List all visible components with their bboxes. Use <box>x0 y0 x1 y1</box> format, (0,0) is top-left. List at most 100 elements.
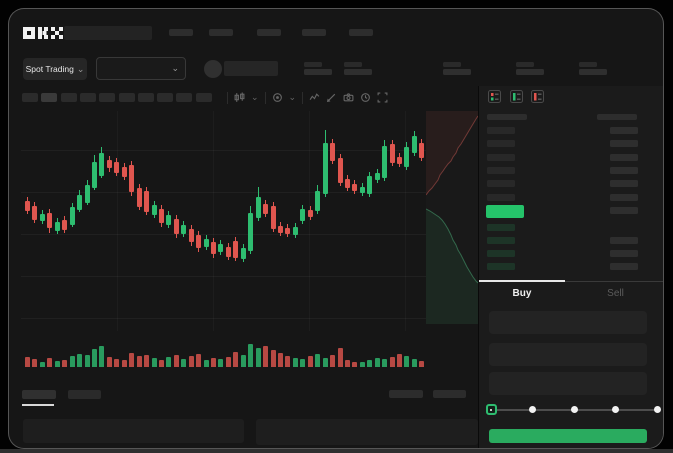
volume-bar <box>47 358 53 367</box>
timeframe-button-placeholder[interactable] <box>157 93 174 102</box>
order-input-placeholder[interactable] <box>489 372 647 395</box>
trade-tabs-divider <box>479 281 663 282</box>
stat-label-placeholder <box>579 62 597 67</box>
candle-body <box>203 239 209 247</box>
slider-stop[interactable] <box>612 406 619 413</box>
pair-selector-dropdown[interactable]: ⌄ <box>96 57 186 80</box>
nav-item-placeholder[interactable] <box>169 29 193 36</box>
candle-body <box>263 204 269 214</box>
candlestick-chart[interactable] <box>21 111 426 331</box>
slider-stop[interactable] <box>653 406 661 413</box>
gridline <box>117 111 118 331</box>
order-book-ask-row[interactable] <box>479 167 663 176</box>
candle-body <box>114 162 120 173</box>
gridline <box>21 192 426 193</box>
candle-body <box>54 222 60 231</box>
bottom-tab-placeholder[interactable] <box>68 390 101 399</box>
chart-tools: ⌄ ⌄ <box>227 90 388 105</box>
timeframe-button-placeholder[interactable] <box>137 93 154 102</box>
volume-bar <box>121 360 127 367</box>
volume-bar <box>367 360 373 367</box>
draw-icon[interactable] <box>326 92 337 103</box>
buy-submit-button[interactable] <box>489 429 647 443</box>
book-combined-icon[interactable] <box>488 90 501 103</box>
chevron-down-icon: ⌄ <box>171 63 179 73</box>
bottom-action-placeholder[interactable] <box>433 390 466 398</box>
chevron-down-icon[interactable]: ⌄ <box>251 92 259 102</box>
candle-body <box>69 207 75 225</box>
volume-bar <box>151 358 157 367</box>
expand-icon[interactable] <box>377 92 388 103</box>
timeframe-button-placeholder[interactable] <box>195 93 212 102</box>
nav-item-placeholder[interactable] <box>257 29 281 36</box>
bottom-panel-placeholder <box>256 419 478 445</box>
volume-bar <box>136 356 142 367</box>
candle-body <box>196 235 202 248</box>
book-asks-icon[interactable] <box>531 90 544 103</box>
order-book-bid-row[interactable] <box>479 224 663 233</box>
ask-price-placeholder <box>487 194 515 201</box>
trading-app-window: Spot Trading ⌄ ⌄ ⌄ ⌄ <box>8 8 664 449</box>
bid-amount-placeholder <box>610 250 638 257</box>
order-book-ask-row[interactable] <box>479 194 663 203</box>
bottom-action-placeholder[interactable] <box>389 390 423 398</box>
okx-logo <box>23 26 63 40</box>
order-book-ask-row[interactable] <box>479 154 663 163</box>
order-book-ask-row[interactable] <box>479 180 663 189</box>
volume-bar <box>218 359 224 367</box>
bid-price-placeholder <box>487 224 515 231</box>
gridline <box>213 111 214 331</box>
volume-bar <box>344 360 350 367</box>
order-book-ask-row[interactable] <box>479 140 663 149</box>
volume-bar <box>92 349 97 367</box>
slider-stop[interactable] <box>570 406 578 413</box>
bottom-tab-placeholder[interactable] <box>22 390 56 399</box>
candle-body <box>144 191 149 212</box>
tab-sell[interactable]: Sell <box>607 288 624 299</box>
divider <box>302 91 304 104</box>
order-book-bid-row[interactable] <box>479 263 663 272</box>
tab-buy[interactable]: Buy <box>512 288 532 299</box>
candle-body <box>359 187 365 193</box>
chevron-down-icon[interactable]: ⌄ <box>288 92 297 102</box>
timeframe-button-placeholder[interactable] <box>41 93 58 102</box>
timeframe-button-placeholder[interactable] <box>79 93 96 102</box>
nav-item-placeholder[interactable] <box>349 29 373 36</box>
timeframe-button-placeholder[interactable] <box>60 93 77 102</box>
candle-body <box>344 179 350 188</box>
timeframe-button-placeholder[interactable] <box>176 93 193 102</box>
divider <box>227 91 228 104</box>
stat-label-placeholder <box>304 62 322 67</box>
book-bids-icon[interactable] <box>509 90 523 103</box>
candle-body <box>367 176 373 194</box>
indicator-icon[interactable] <box>272 92 283 103</box>
volume-bar <box>411 359 417 367</box>
camera-icon[interactable] <box>343 92 354 103</box>
market-type-dropdown[interactable]: Spot Trading ⌄ <box>23 58 87 80</box>
volume-bar <box>25 357 30 367</box>
volume-bar <box>62 360 68 367</box>
order-book-bid-row[interactable] <box>479 237 663 246</box>
slider-handle[interactable] <box>485 404 497 415</box>
order-book-ask-row[interactable] <box>479 127 663 136</box>
ask-amount-placeholder <box>610 154 638 161</box>
candle-body <box>173 219 179 234</box>
order-input-placeholder[interactable] <box>489 311 647 334</box>
timeframe-button-placeholder[interactable] <box>99 93 116 102</box>
volume-bar <box>322 358 328 367</box>
clock-icon[interactable] <box>360 92 371 103</box>
candle-body <box>129 165 135 192</box>
order-book-col-header <box>597 114 637 120</box>
order-book-bid-row[interactable] <box>479 250 663 259</box>
timeframe-button-placeholder[interactable] <box>118 93 135 102</box>
timeframe-button-placeholder[interactable] <box>22 93 38 102</box>
stat-value-placeholder <box>304 69 332 75</box>
order-input-placeholder[interactable] <box>489 343 647 366</box>
nav-item-placeholder[interactable] <box>302 29 326 36</box>
candles-icon[interactable] <box>234 92 245 103</box>
candle-body <box>292 227 298 235</box>
volume-bar <box>196 354 202 367</box>
line-chart-icon[interactable] <box>309 92 320 103</box>
nav-item-placeholder[interactable] <box>209 29 233 36</box>
slider-stop[interactable] <box>529 406 536 413</box>
